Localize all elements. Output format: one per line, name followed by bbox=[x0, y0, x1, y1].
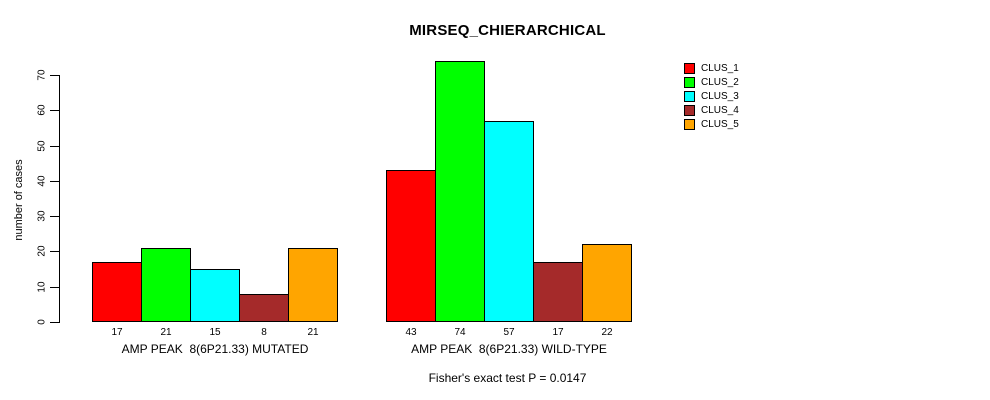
bar-clus_3-mutated bbox=[190, 269, 240, 322]
bar-value-label: 57 bbox=[503, 327, 515, 338]
legend-row-clus_2: CLUS_2 bbox=[684, 75, 739, 89]
bar-clus_4-mutated bbox=[239, 294, 289, 322]
legend-label: CLUS_3 bbox=[701, 90, 739, 102]
y-axis-tick-label: 70 bbox=[36, 69, 48, 81]
y-axis-tick-label: 50 bbox=[36, 139, 48, 152]
bar-clus_2-mutated bbox=[141, 248, 191, 322]
bar-clus_3-wild-type bbox=[484, 121, 534, 322]
legend-row-clus_3: CLUS_3 bbox=[684, 89, 739, 103]
y-axis-tick bbox=[50, 74, 59, 76]
bar-clus_5-wild-type bbox=[582, 244, 632, 322]
y-axis-tick bbox=[50, 110, 59, 112]
bar-value-label: 17 bbox=[552, 327, 564, 338]
bar-clus_1-mutated bbox=[92, 262, 142, 322]
legend-row-clus_5: CLUS_5 bbox=[684, 117, 739, 131]
y-axis-tick-label: 20 bbox=[36, 245, 48, 257]
bar-clus_4-wild-type bbox=[533, 262, 583, 322]
y-axis-tick bbox=[50, 216, 59, 218]
legend-label: CLUS_1 bbox=[701, 62, 739, 74]
y-axis-tick-label: 40 bbox=[36, 175, 48, 187]
legend-swatch-clus_2 bbox=[684, 76, 695, 88]
y-axis-tick-label: 60 bbox=[36, 104, 48, 116]
y-axis-tick bbox=[50, 286, 59, 288]
y-axis-tick bbox=[50, 322, 59, 323]
legend-swatch-clus_1 bbox=[684, 62, 695, 74]
bar-value-label: 8 bbox=[261, 327, 267, 338]
chart-title: MIRSEQ_CHIERARCHICAL bbox=[409, 22, 606, 39]
legend-label: CLUS_2 bbox=[701, 76, 739, 88]
legend-label: CLUS_4 bbox=[701, 104, 739, 116]
bar-value-label: 15 bbox=[209, 327, 221, 338]
bar-value-label: 43 bbox=[405, 327, 417, 338]
fisher-test-note: Fisher's exact test P = 0.0147 bbox=[428, 371, 587, 385]
bar-value-label: 21 bbox=[307, 327, 319, 338]
y-axis-tick bbox=[50, 180, 59, 182]
y-axis-line bbox=[59, 74, 60, 323]
bar-clus_5-mutated bbox=[288, 248, 338, 322]
y-axis-tick-label: 30 bbox=[36, 210, 48, 222]
bar-value-label: 21 bbox=[160, 327, 172, 338]
y-axis-tick bbox=[50, 145, 59, 147]
legend-row-clus_4: CLUS_4 bbox=[684, 103, 739, 117]
bar-clus_2-wild-type bbox=[435, 61, 485, 322]
bar-value-label: 17 bbox=[111, 327, 123, 338]
y-axis-label: number of cases bbox=[13, 159, 25, 241]
legend-row-clus_1: CLUS_1 bbox=[684, 61, 739, 75]
y-axis-tick-label: 10 bbox=[36, 281, 48, 293]
group-label-mutated: AMP PEAK 8(6P21.33) MUTATED bbox=[121, 342, 309, 356]
bar-value-label: 22 bbox=[601, 327, 613, 338]
legend-swatch-clus_3 bbox=[684, 90, 695, 102]
legend-swatch-clus_4 bbox=[684, 104, 695, 116]
group-label-wild-type: AMP PEAK 8(6P21.33) WILD-TYPE bbox=[411, 342, 607, 356]
legend-label: CLUS_5 bbox=[701, 118, 739, 130]
bar-value-label: 74 bbox=[454, 327, 466, 338]
y-axis-tick-label: 0 bbox=[36, 319, 48, 325]
bar-clus_1-wild-type bbox=[386, 170, 436, 322]
legend-swatch-clus_5 bbox=[684, 118, 695, 130]
y-axis-tick bbox=[50, 251, 59, 253]
legend: CLUS_1 CLUS_2 CLUS_3 CLUS_4 CLUS_5 bbox=[684, 61, 739, 131]
